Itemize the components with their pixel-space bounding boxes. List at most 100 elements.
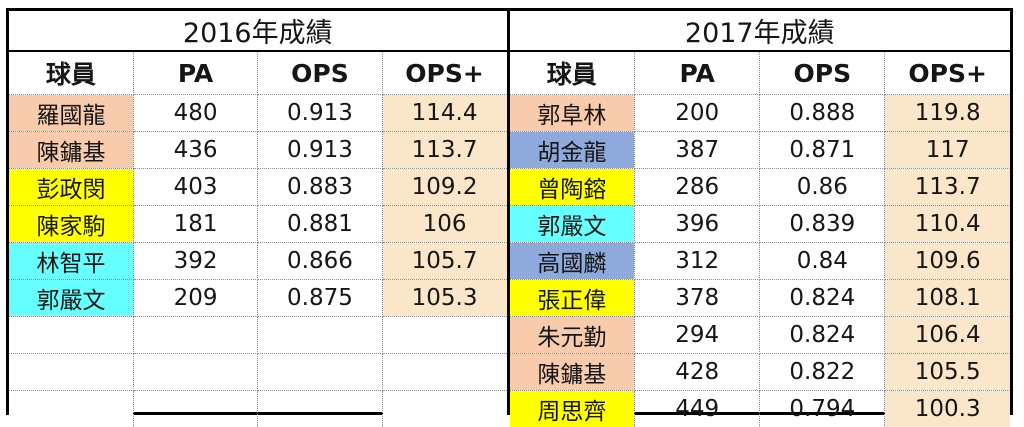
- header-pa: PA: [635, 51, 760, 95]
- player-cell: 陳鏞基: [9, 132, 133, 169]
- pa-cell: 378: [635, 280, 760, 317]
- ops-plus-cell: [382, 354, 506, 391]
- player-cell: 郭嚴文: [9, 280, 133, 317]
- player-cell: 曾陶鎔: [510, 169, 635, 206]
- ops-cell: 0.883: [258, 169, 382, 206]
- ops-cell: 0.839: [760, 206, 885, 243]
- ops-plus-cell: 106: [382, 206, 506, 243]
- header-pa: PA: [133, 51, 257, 95]
- pa-cell: 436: [133, 132, 257, 169]
- pa-cell: 403: [133, 169, 257, 206]
- player-cell: [9, 354, 133, 391]
- ops-cell: 0.866: [258, 243, 382, 280]
- pa-cell: 387: [635, 132, 760, 169]
- ops-plus-cell: 108.1: [885, 280, 1010, 317]
- player-cell: 胡金龍: [510, 132, 635, 169]
- ops-plus-cell: 105.3: [382, 280, 506, 317]
- player-cell: [9, 317, 133, 354]
- table-row-empty: [9, 391, 507, 427]
- table-title-2016: 2016年成績: [9, 11, 507, 51]
- player-cell: 彭政閔: [9, 169, 133, 206]
- player-cell: 朱元勤: [510, 317, 635, 354]
- ops-plus-cell: 100.3: [885, 391, 1010, 427]
- ops-cell: 0.875: [258, 280, 382, 317]
- title-row: 2016年成績: [9, 11, 507, 51]
- pa-cell: 449: [635, 391, 760, 427]
- player-cell: 高國麟: [510, 243, 635, 280]
- ops-cell: 0.824: [760, 280, 885, 317]
- pa-cell: 209: [133, 280, 257, 317]
- pa-cell: 480: [133, 95, 257, 132]
- ops-plus-cell: [382, 317, 506, 354]
- pa-cell: 396: [635, 206, 760, 243]
- player-cell: 郭阜林: [510, 95, 635, 132]
- header-player: 球員: [510, 51, 635, 95]
- pa-cell: 181: [133, 206, 257, 243]
- player-cell: 郭嚴文: [510, 206, 635, 243]
- ops-plus-cell: [382, 391, 506, 427]
- player-cell: 陳家駒: [9, 206, 133, 243]
- player-cell: 周思齊: [510, 391, 635, 427]
- header-ops-plus: OPS+: [885, 51, 1010, 95]
- header-row: 球員 PA OPS OPS+: [510, 51, 1011, 95]
- player-cell: 羅國龍: [9, 95, 133, 132]
- ops-cell: 0.824: [760, 317, 885, 354]
- ops-cell: 0.86: [760, 169, 885, 206]
- ops-cell: [258, 354, 382, 391]
- ops-plus-cell: 114.4: [382, 95, 506, 132]
- ops-cell: 0.84: [760, 243, 885, 280]
- ops-plus-cell: 109.2: [382, 169, 506, 206]
- ops-plus-cell: 117: [885, 132, 1010, 169]
- ops-cell: 0.881: [258, 206, 382, 243]
- player-cell: 陳鏞基: [510, 354, 635, 391]
- ops-cell: 0.888: [760, 95, 885, 132]
- table-row-empty: [9, 317, 507, 354]
- ops-cell: 0.913: [258, 95, 382, 132]
- ops-cell: 0.871: [760, 132, 885, 169]
- pa-cell: [133, 354, 257, 391]
- ops-cell: 0.822: [760, 354, 885, 391]
- ops-plus-cell: 119.8: [885, 95, 1010, 132]
- ops-plus-cell: 106.4: [885, 317, 1010, 354]
- pa-cell: 392: [133, 243, 257, 280]
- ops-cell: [258, 391, 382, 427]
- ops-cell: 0.913: [258, 132, 382, 169]
- pa-cell: [133, 317, 257, 354]
- header-row: 球員 PA OPS OPS+: [9, 51, 507, 95]
- table-title-2017: 2017年成績: [510, 11, 1011, 51]
- pa-cell: [133, 391, 257, 427]
- pa-cell: 200: [635, 95, 760, 132]
- pa-cell: 312: [635, 243, 760, 280]
- ops-plus-cell: 105.7: [382, 243, 506, 280]
- ops-plus-cell: 105.5: [885, 354, 1010, 391]
- ops-plus-cell: 113.7: [885, 169, 1010, 206]
- ops-plus-cell: 109.6: [885, 243, 1010, 280]
- header-player: 球員: [9, 51, 133, 95]
- ops-plus-cell: 110.4: [885, 206, 1010, 243]
- pa-cell: 294: [635, 317, 760, 354]
- player-cell: [9, 391, 133, 427]
- header-ops: OPS: [760, 51, 885, 95]
- ops-plus-cell: 113.7: [382, 132, 506, 169]
- title-row: 2017年成績: [510, 11, 1011, 51]
